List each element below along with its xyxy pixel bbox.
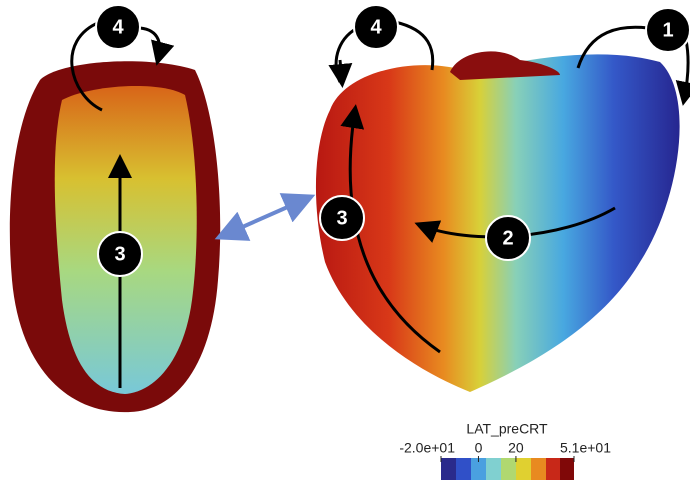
double-arrow — [222, 198, 308, 236]
marker-label: 2 — [502, 227, 513, 249]
colorbar-tick-label: 0 — [475, 440, 483, 456]
colorbar-tick-label: 5.1e+01 — [560, 440, 611, 456]
figure: 4 3 4 1 3 2 LAT_preCRT -2.0e+01 0 20 5.1e+01 — [0, 0, 690, 484]
marker-label: 4 — [112, 16, 124, 38]
marker-label: 3 — [114, 243, 125, 265]
colorbar-tick-label: -2.0e+01 — [399, 440, 455, 456]
colorbar-tick-label: 20 — [508, 440, 524, 456]
marker-label: 4 — [370, 16, 382, 38]
marker-label: 1 — [662, 19, 673, 41]
arrow — [340, 60, 342, 82]
valve-top — [450, 51, 560, 80]
colorbar-title: LAT_preCRT — [466, 421, 548, 437]
colorbar-bar — [441, 458, 574, 480]
marker-label: 3 — [336, 207, 347, 229]
